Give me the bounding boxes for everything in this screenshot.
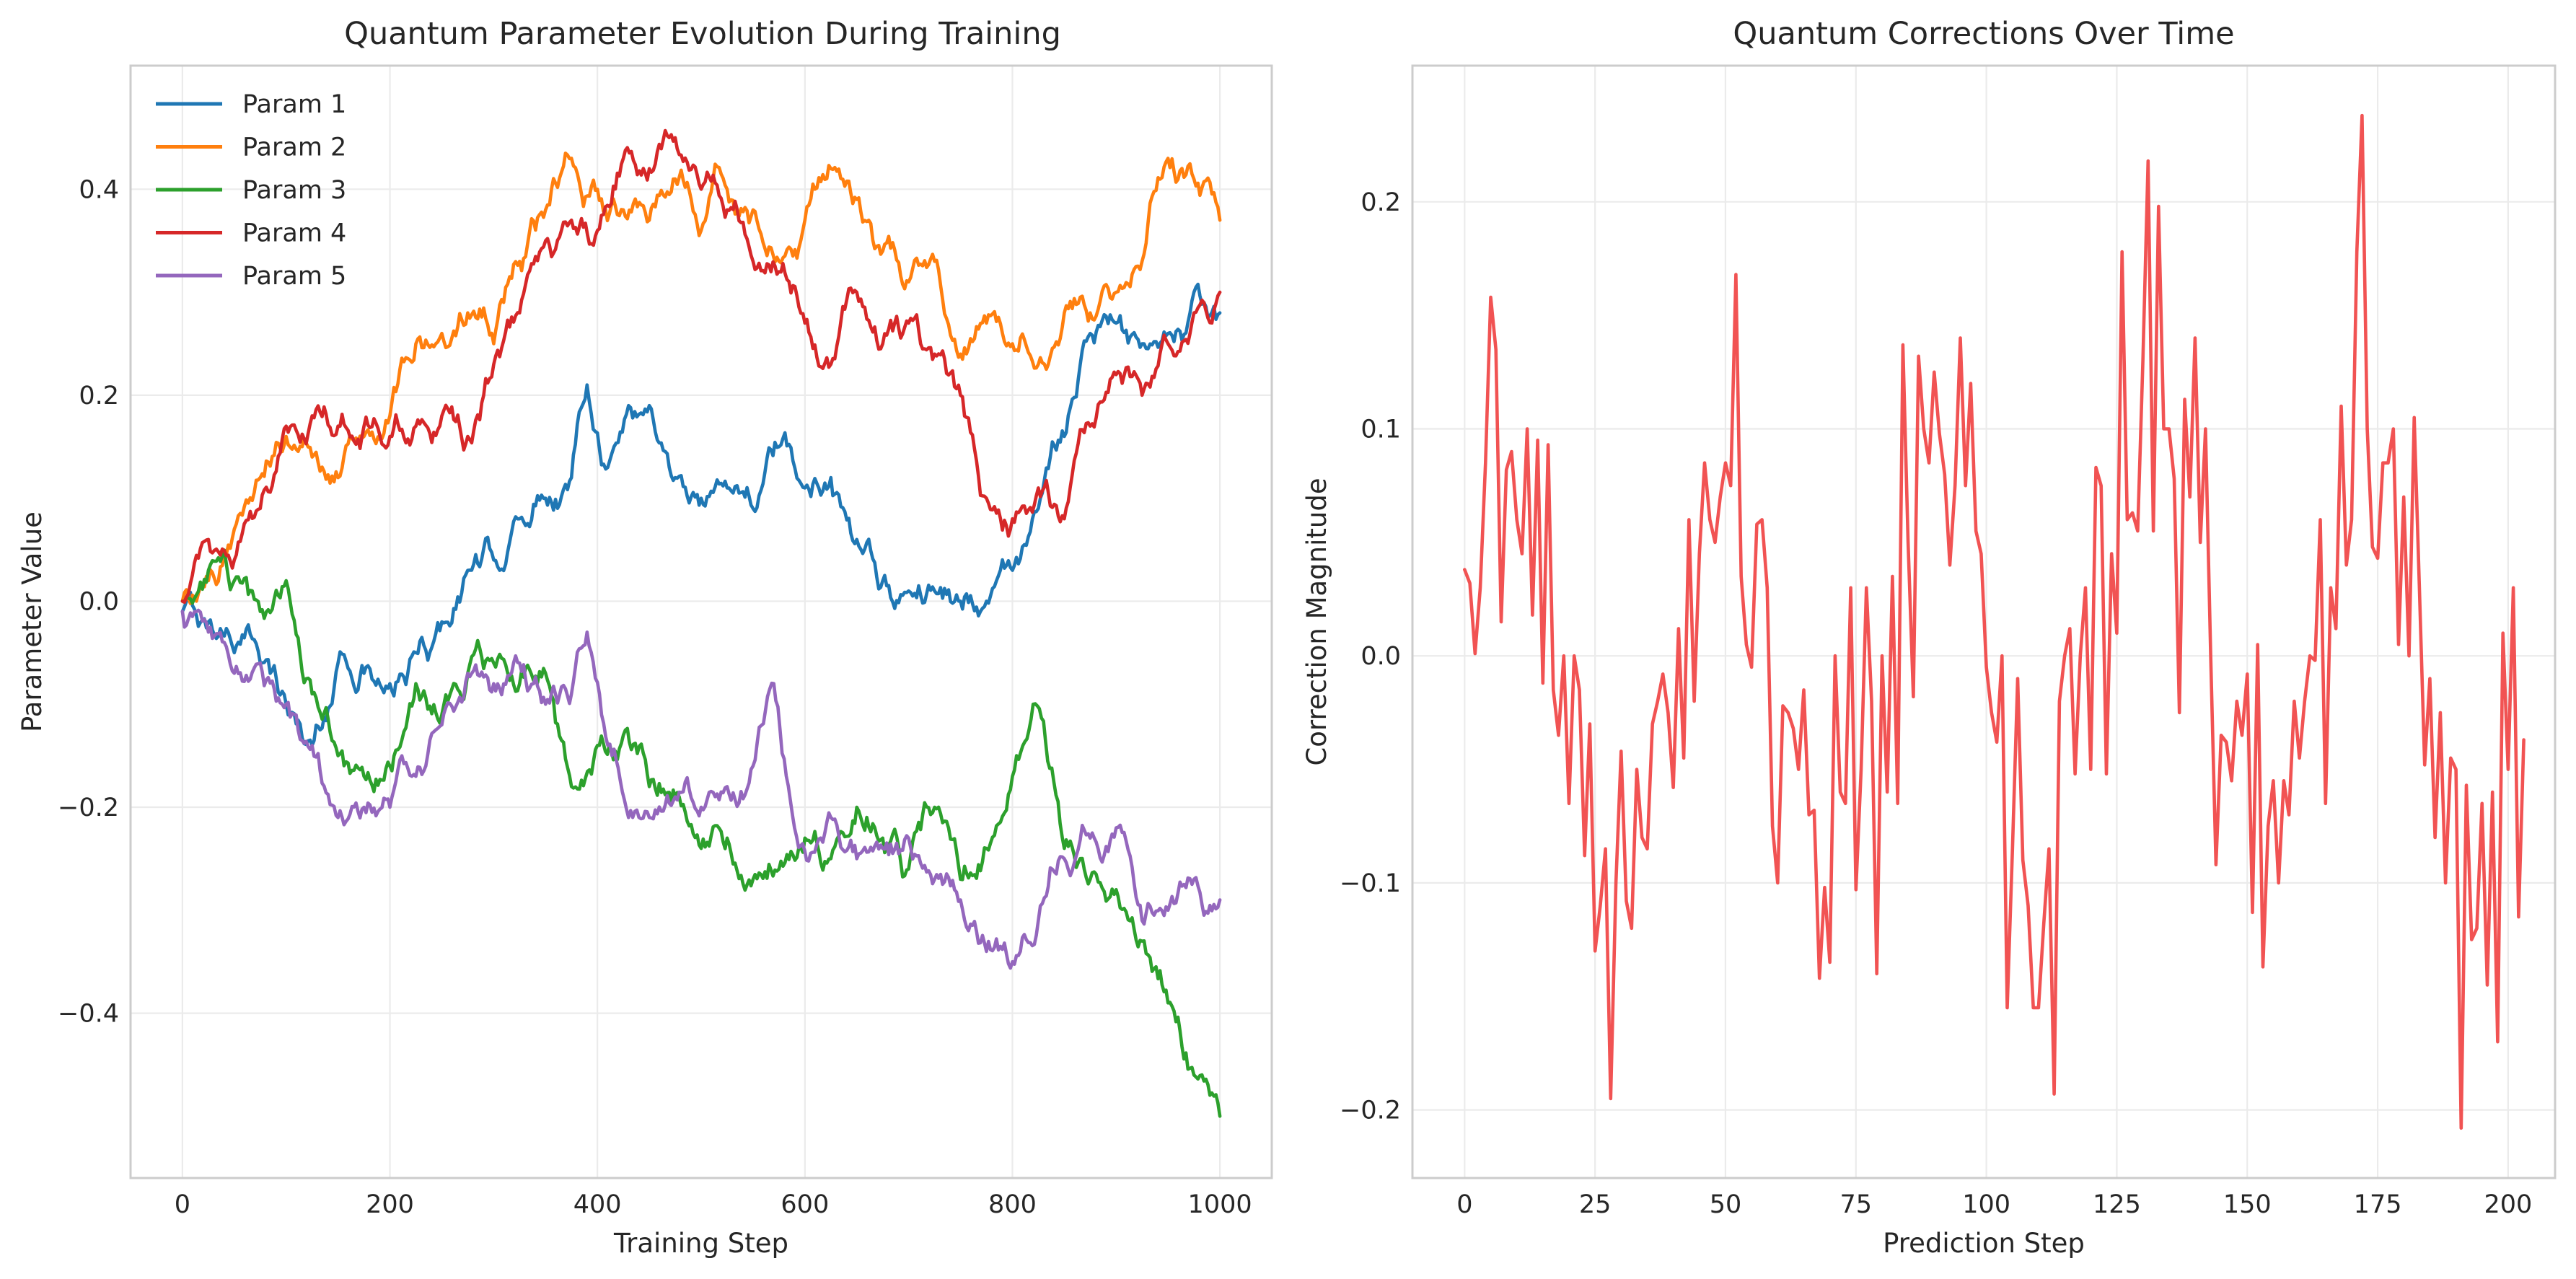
correction-series-line	[1463, 113, 2526, 1130]
legend-label: Param 2	[242, 133, 346, 162]
legend-item: Param 1	[156, 90, 346, 119]
x-tick-label: 600	[781, 1190, 829, 1219]
left-chart-panel: Quantum Parameter Evolution During Train…	[17, 16, 1273, 1259]
right-chart-grid	[1412, 66, 2555, 1178]
legend-item: Param 3	[156, 176, 346, 205]
x-tick-label: 400	[573, 1190, 622, 1219]
right-chart-plot-area	[1463, 113, 2526, 1130]
left-chart-plot-area	[180, 128, 1222, 1118]
y-tick-label: 0.4	[79, 175, 119, 204]
y-tick-label: −0.2	[1340, 1096, 1401, 1125]
right-chart-x-ticks: 0 25 50 75 100 125 150 175 200	[1456, 1190, 2532, 1219]
legend-item: Param 2	[156, 133, 346, 162]
x-tick-label: 75	[1840, 1190, 1873, 1219]
y-tick-label: 0.0	[79, 587, 119, 616]
x-tick-label: 200	[366, 1190, 414, 1219]
series-line-param-2	[180, 151, 1222, 605]
right-chart-frame	[1411, 64, 2557, 1179]
x-tick-label: 125	[2093, 1190, 2141, 1219]
left-chart-title: Quantum Parameter Evolution During Train…	[344, 16, 1061, 52]
left-chart-y-label: Parameter Value	[17, 511, 48, 732]
series-line-param-3	[180, 548, 1222, 1118]
right-chart-y-label: Correction Magnitude	[1301, 478, 1332, 765]
y-tick-label: −0.1	[1340, 869, 1401, 898]
y-tick-label: 0.1	[1360, 416, 1401, 444]
legend-item: Param 4	[156, 219, 346, 248]
right-chart-x-label: Prediction Step	[1883, 1228, 2085, 1259]
series-line-param-1	[180, 282, 1222, 747]
x-tick-label: 25	[1579, 1190, 1612, 1219]
legend-item: Param 5	[156, 262, 346, 291]
left-chart-frame	[129, 64, 1273, 1179]
legend-label: Param 5	[242, 262, 346, 291]
series-line-param-4	[180, 128, 1222, 605]
x-tick-label: 175	[2354, 1190, 2402, 1219]
series-line-param-5	[180, 608, 1222, 970]
legend-label: Param 4	[242, 219, 346, 248]
y-tick-label: −0.4	[58, 1000, 119, 1029]
legend-label: Param 1	[242, 90, 346, 119]
y-tick-label: −0.2	[58, 794, 119, 822]
right-chart-panel: Quantum Corrections Over Time 0 25 50 75 100…	[1301, 16, 2557, 1259]
x-tick-label: 50	[1710, 1190, 1742, 1219]
legend-label: Param 3	[242, 176, 346, 205]
x-tick-label: 1000	[1188, 1190, 1252, 1219]
x-tick-label: 800	[988, 1190, 1037, 1219]
left-chart-x-ticks: 0 200 400 600 800 1000	[175, 1190, 1252, 1219]
right-chart-y-ticks: −0.2 −0.1 0.0 0.1 0.2	[1340, 188, 1401, 1125]
y-tick-label: 0.2	[1360, 188, 1401, 217]
left-chart-y-ticks: −0.4 −0.2 0.0 0.2 0.4	[58, 175, 119, 1028]
left-chart-x-label: Training Step	[613, 1228, 788, 1259]
right-chart-title: Quantum Corrections Over Time	[1733, 16, 2234, 52]
left-chart-grid	[131, 66, 1272, 1178]
x-tick-label: 100	[1962, 1190, 2010, 1219]
x-tick-label: 0	[175, 1190, 190, 1219]
left-chart-legend: Param 1 Param 2 Param 3 Param 4 Param 5	[156, 90, 346, 291]
x-tick-label: 150	[2223, 1190, 2272, 1219]
x-tick-label: 200	[2484, 1190, 2532, 1219]
x-tick-label: 0	[1456, 1190, 1472, 1219]
y-tick-label: 0.0	[1360, 642, 1401, 671]
y-tick-label: 0.2	[79, 382, 119, 410]
